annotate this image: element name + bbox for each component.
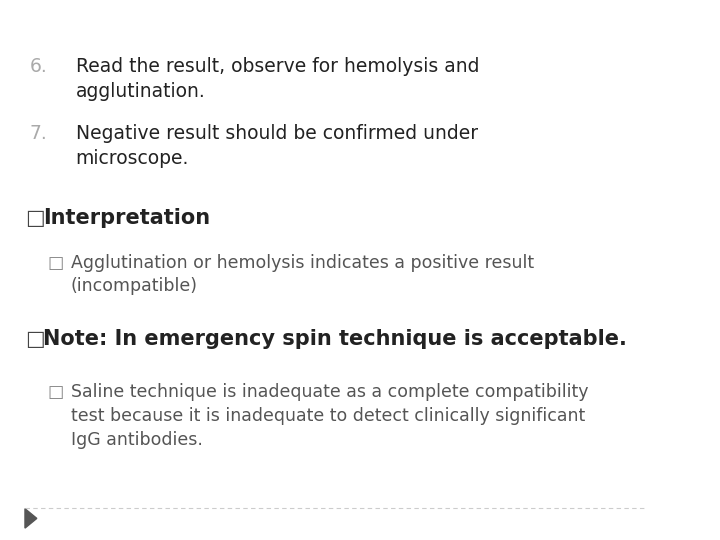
Text: □: □ xyxy=(48,254,63,272)
Text: Read the result, observe for hemolysis and
agglutination.: Read the result, observe for hemolysis a… xyxy=(76,57,479,100)
Text: Negative result should be confirmed under
microscope.: Negative result should be confirmed unde… xyxy=(76,124,477,168)
Text: Saline technique is inadequate as a complete compatibility
test because it is in: Saline technique is inadequate as a comp… xyxy=(71,383,588,449)
Text: Agglutination or hemolysis indicates a positive result
(incompatible): Agglutination or hemolysis indicates a p… xyxy=(71,254,534,295)
Text: Interpretation: Interpretation xyxy=(43,208,210,228)
Text: □: □ xyxy=(25,208,45,228)
Text: □: □ xyxy=(25,329,45,349)
Polygon shape xyxy=(25,509,37,528)
Text: 6.: 6. xyxy=(30,57,48,76)
Text: 7.: 7. xyxy=(30,124,48,143)
Text: □: □ xyxy=(48,383,63,401)
Text: Note: In emergency spin technique is acceptable.: Note: In emergency spin technique is acc… xyxy=(43,329,627,349)
